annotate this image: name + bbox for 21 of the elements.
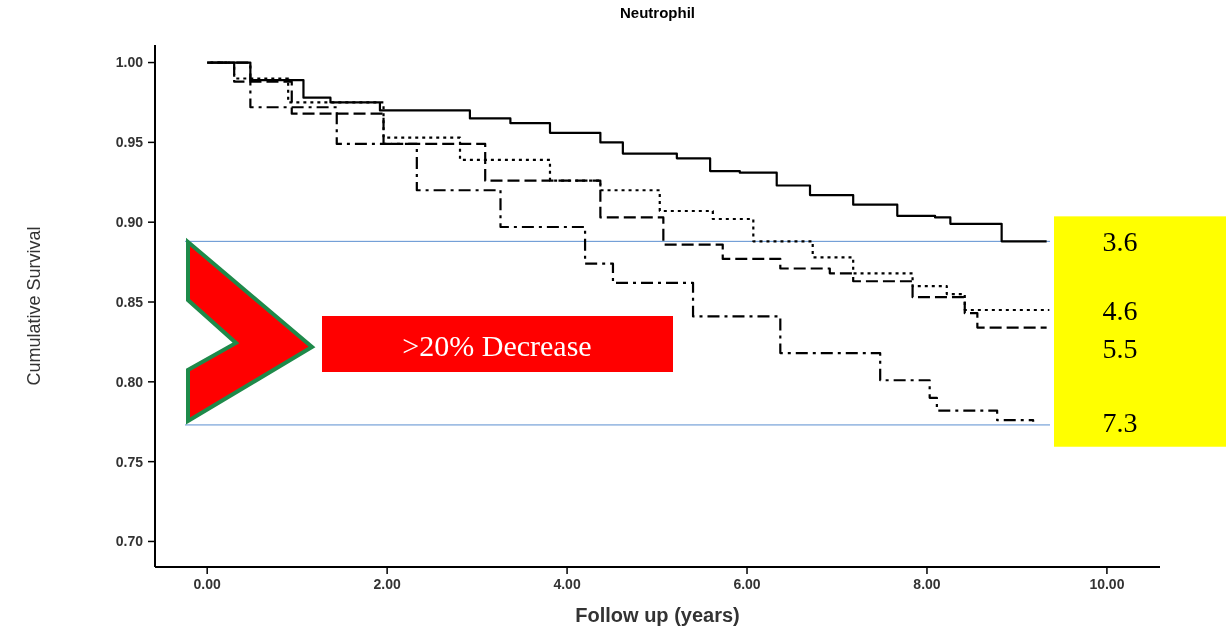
y-tick-label: 1.00 xyxy=(115,54,144,71)
y-tick-label: 0.70 xyxy=(115,533,144,550)
chart-title: Neutrophil xyxy=(620,4,695,21)
x-tick-label: 2.00 xyxy=(373,576,401,592)
x-tick-label: 6.00 xyxy=(733,576,761,592)
y-tick-label: 0.80 xyxy=(115,373,144,390)
series-label: 4.6 xyxy=(1102,294,1138,326)
text: 7.3 xyxy=(1102,406,1138,438)
series-label: 3.6 xyxy=(1102,226,1138,258)
x-axis-title: Follow up (years) xyxy=(575,604,740,626)
x-tick-label: 4.00 xyxy=(553,576,581,592)
x-tick-label: 10.00 xyxy=(1089,576,1125,592)
x-tick-label: 8.00 xyxy=(913,576,941,592)
y-tick-label: 0.75 xyxy=(115,453,144,470)
y-axis-title: Cumulative Survival xyxy=(24,226,44,386)
y-tick-label: 0.85 xyxy=(115,293,144,310)
annotation: >20% Decrease xyxy=(402,328,592,362)
text: 5.5 xyxy=(1102,332,1138,364)
y-tick-label: 0.95 xyxy=(115,134,144,151)
y-tick-label: 0.90 xyxy=(115,214,144,231)
x-tick-label: 0.00 xyxy=(193,576,222,592)
